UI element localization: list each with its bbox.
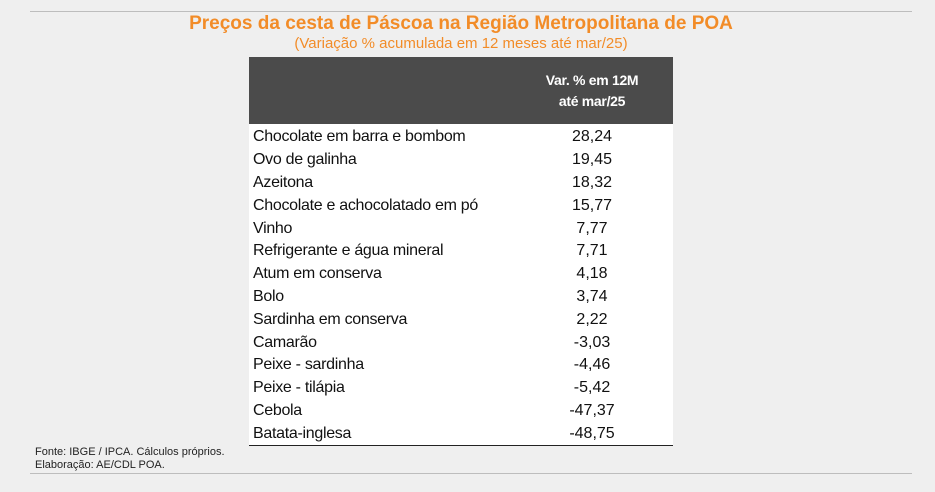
- row-item-label: Refrigerante e água mineral: [253, 242, 444, 260]
- row-value: -47,37: [569, 401, 615, 419]
- table-row: Ovo de galinha 19,45: [249, 149, 673, 172]
- row-value: 28,24: [571, 128, 613, 146]
- row-value: 3,74: [576, 287, 608, 305]
- row-value: 18,32: [571, 173, 613, 191]
- column-header-line-1: Var. % em 12M: [545, 72, 639, 88]
- row-value: -3,03: [573, 333, 611, 351]
- row-item-label: Sardinha em conserva: [253, 310, 408, 328]
- table-row: Batata-inglesa -48,75: [249, 422, 673, 445]
- row-value: -48,75: [569, 424, 615, 442]
- table-row: Cebola -47,37: [249, 400, 673, 423]
- row-item-label: Bolo: [253, 287, 284, 305]
- table-row: Azeitona 18,32: [249, 172, 673, 195]
- table-row: Chocolate e achocolatado em pó 15,77: [249, 194, 673, 217]
- column-header: Var. % em 12M até mar/25: [511, 70, 673, 112]
- chart-subtitle: (Variação % acumulada em 12 meses até ma…: [294, 35, 628, 52]
- row-item-label: Batata-inglesa: [253, 424, 352, 442]
- row-value: 2,22: [576, 310, 608, 328]
- row-item-label: Cebola: [253, 401, 302, 419]
- table-row: Peixe - tilápia -5,42: [249, 377, 673, 400]
- bottom-divider: [30, 473, 912, 474]
- row-item-label: Peixe - tilápia: [253, 379, 345, 397]
- table-row: Bolo 3,74: [249, 286, 673, 309]
- table-body: Chocolate em barra e bombom 28,24 Ovo de g…: [249, 124, 673, 447]
- table-row: Chocolate em barra e bombom 28,24: [249, 126, 673, 149]
- row-item-label: Chocolate e achocolatado em pó: [253, 196, 478, 214]
- table-row: Camarão -3,03: [249, 331, 673, 354]
- row-item-label: Vinho: [253, 219, 293, 237]
- source-note: Fonte: IBGE / IPCA. Cálculos próprios.: [35, 446, 225, 458]
- column-header-line-2: até mar/25: [558, 93, 626, 109]
- row-value: 19,45: [571, 151, 613, 169]
- price-table: Var. % em 12M até mar/25 Chocolate em ba…: [249, 57, 673, 447]
- row-value: 15,77: [571, 196, 613, 214]
- row-item-label: Azeitona: [253, 173, 313, 191]
- row-item-label: Peixe - sardinha: [253, 356, 364, 374]
- row-value: 7,77: [576, 219, 608, 237]
- row-item-label: Camarão: [253, 333, 317, 351]
- table-row: Peixe - sardinha -4,46: [249, 354, 673, 377]
- row-value: -5,42: [573, 379, 611, 397]
- table-row: Refrigerante e água mineral 7,71: [249, 240, 673, 263]
- row-value: -4,46: [573, 356, 611, 374]
- chart-title: Preços da cesta de Páscoa na Região Metr…: [189, 13, 733, 34]
- table-row: Sardinha em conserva 2,22: [249, 308, 673, 331]
- row-value: 7,71: [576, 242, 608, 260]
- row-value: 4,18: [576, 265, 608, 283]
- row-item-label: Ovo de galinha: [253, 151, 357, 169]
- table-row: Atum em conserva 4,18: [249, 263, 673, 286]
- row-item-label: Chocolate em barra e bombom: [253, 128, 466, 146]
- credit-note: Elaboração: AE/CDL POA.: [35, 459, 165, 471]
- table-row: Vinho 7,77: [249, 217, 673, 240]
- row-item-label: Atum em conserva: [253, 265, 382, 283]
- top-divider: [30, 11, 912, 12]
- table-header: Var. % em 12M até mar/25: [249, 57, 673, 124]
